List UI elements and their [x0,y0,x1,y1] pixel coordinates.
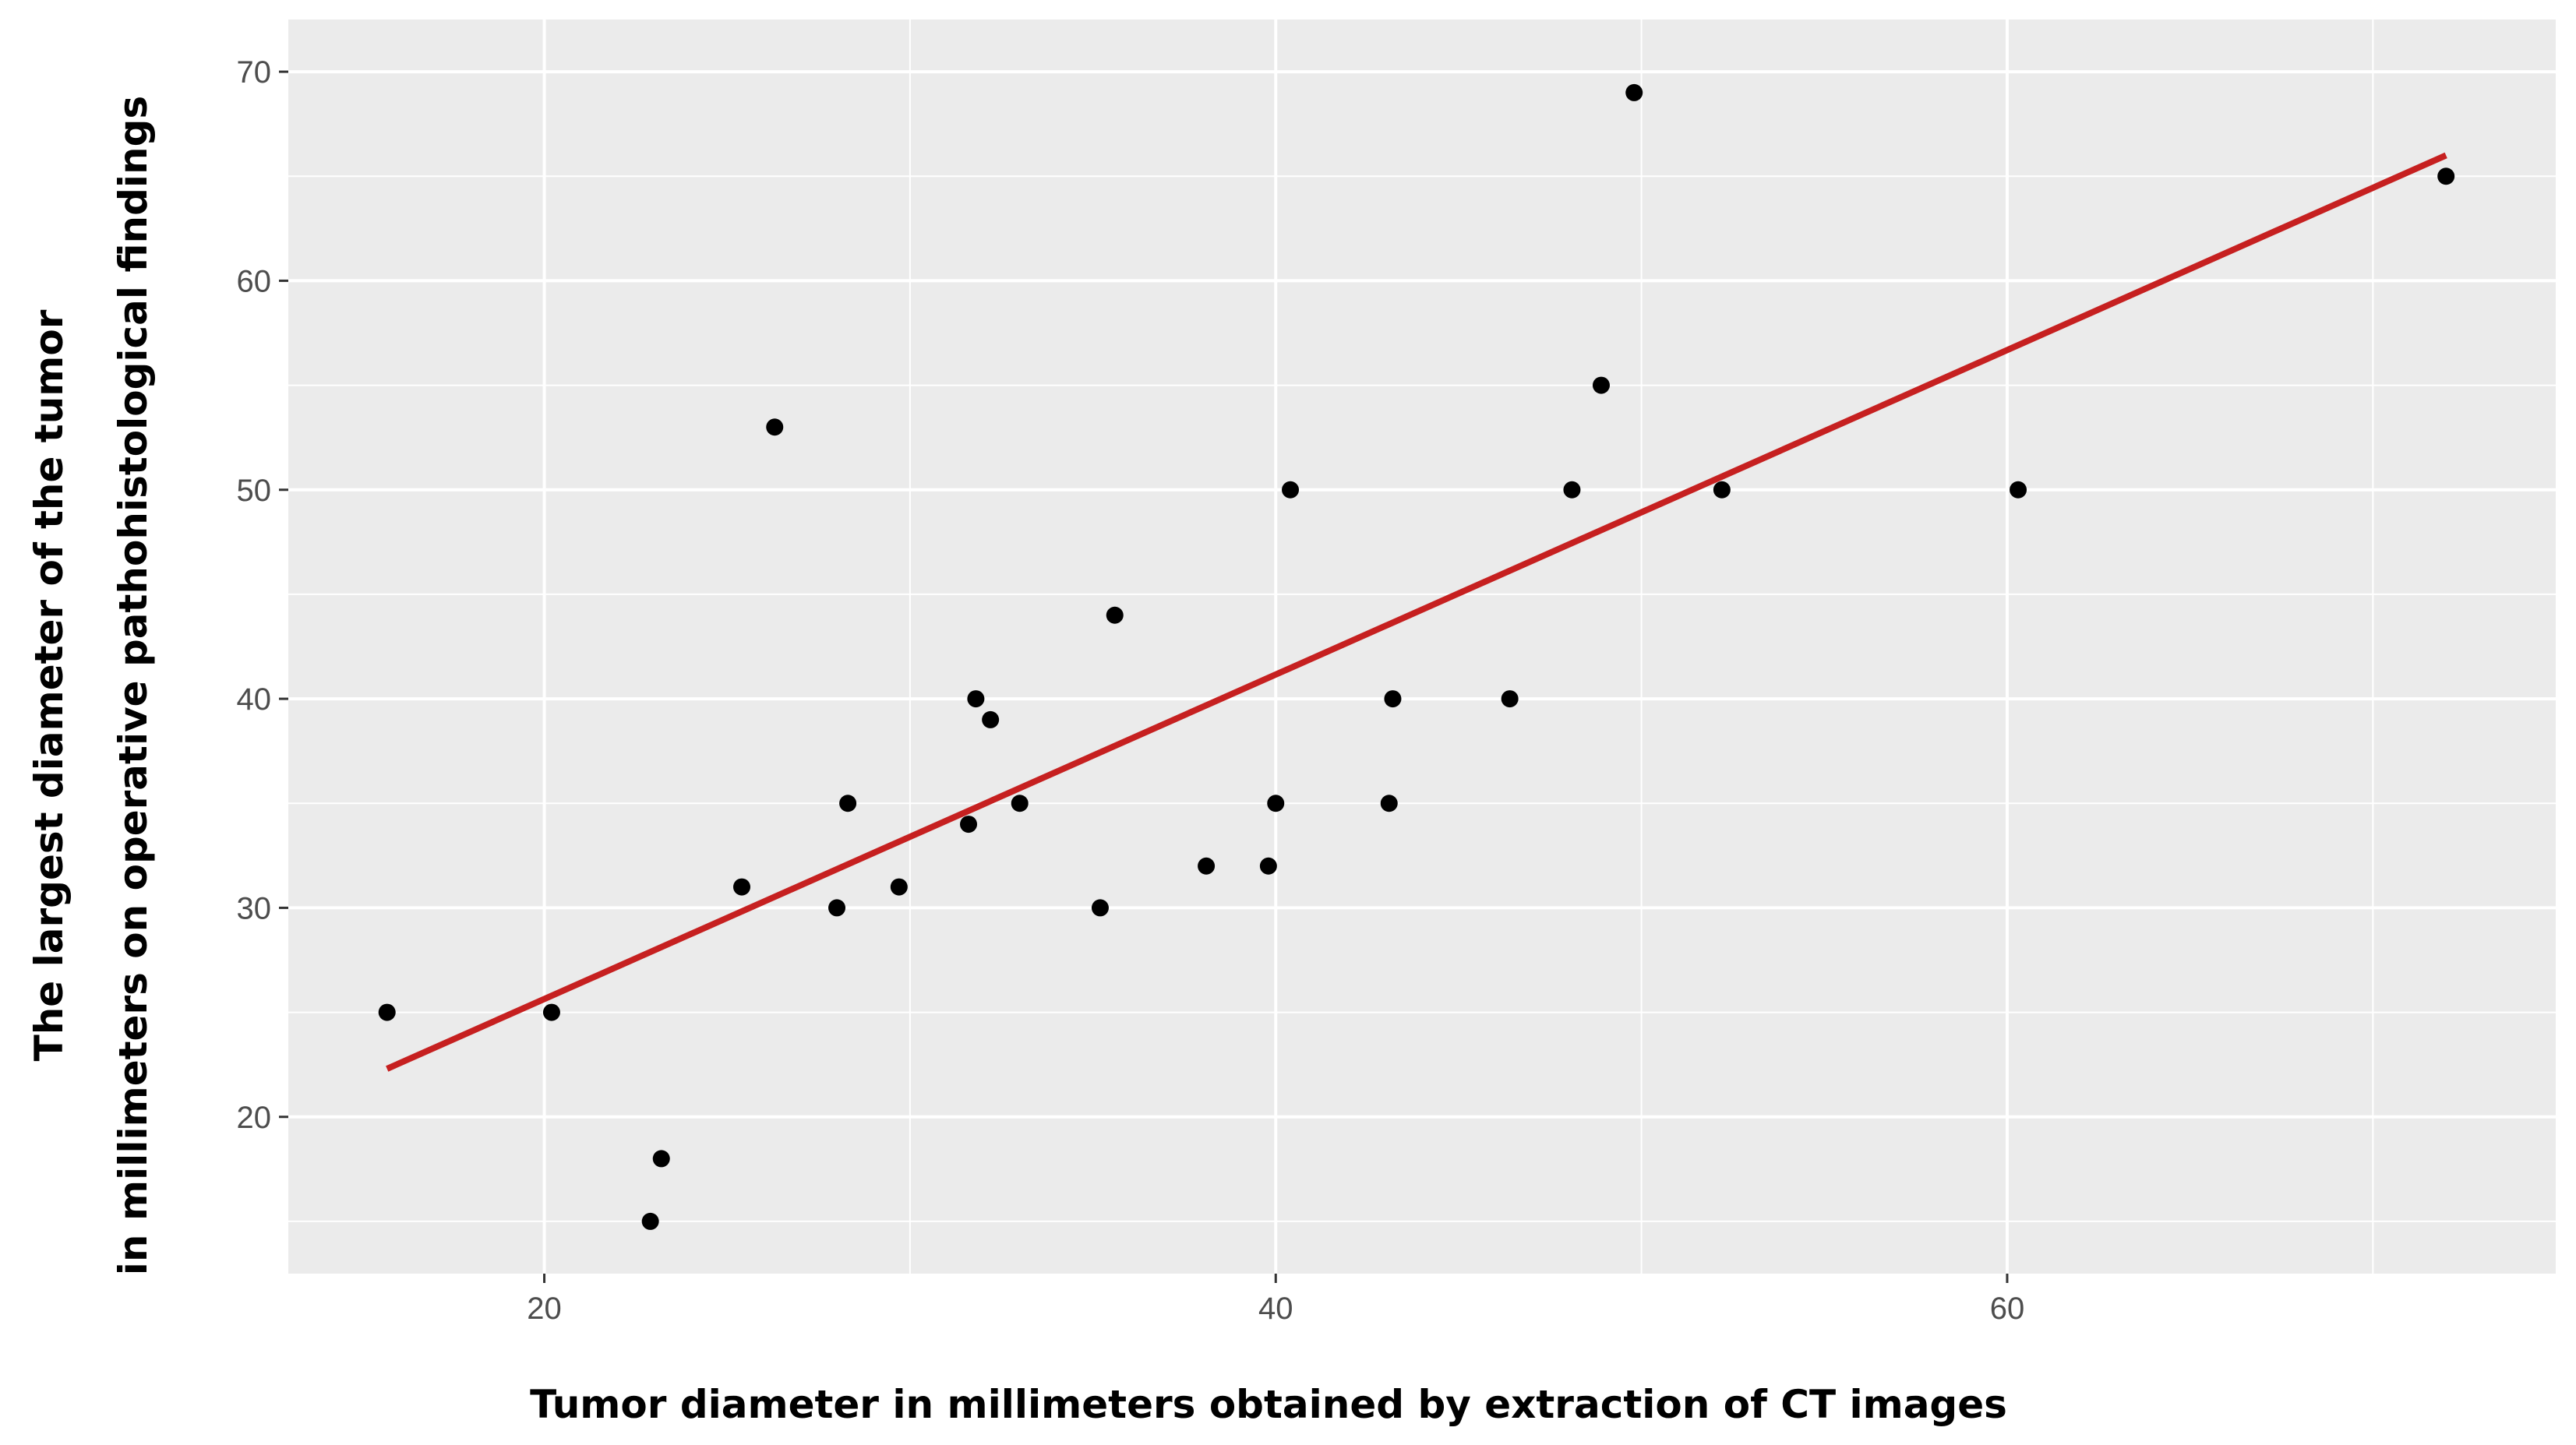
data-point [1267,795,1285,812]
data-point [766,418,784,436]
data-point [1282,481,1300,499]
data-point [542,1003,560,1021]
plot-panel [288,19,2556,1274]
y-axis-ticks: 20 30 40 50 60 70 [237,55,288,1135]
data-point [1563,481,1581,499]
data-point [982,710,1000,728]
data-point [1198,857,1216,875]
fit-line-layer [386,152,2447,1072]
minor-grid [288,19,2556,1274]
x-tick-label: 20 [527,1292,562,1326]
major-grid [288,19,2556,1274]
data-point [1259,857,1277,875]
data-point [1380,795,1398,812]
y-tick-label: 40 [237,682,272,717]
y-tick-label: 70 [237,55,272,90]
x-axis-ticks: 20 40 60 [527,1274,2024,1326]
points-layer [378,83,2455,1230]
y-tick-label: 60 [237,264,272,298]
y-axis-title-line-1: The largest diameter of the tumor [26,309,72,1061]
data-point [652,1150,670,1168]
data-point [1713,481,1731,499]
x-tick-label: 40 [1258,1292,1293,1326]
data-point [1384,690,1402,708]
data-point [2437,167,2455,185]
x-axis-title: Tumor diameter in millimeters obtained b… [530,1382,2007,1427]
regression-line [386,152,2447,1072]
y-tick-label: 30 [237,891,272,925]
y-axis-title-line-2: in millimeters on operative pathohistolo… [111,96,156,1275]
data-point [1501,690,1519,708]
data-point [1625,83,1643,101]
data-point [733,878,750,896]
data-point [1011,795,1029,812]
data-point [828,899,846,917]
data-point [378,1003,396,1021]
data-point [839,795,857,812]
data-point [967,690,985,708]
y-tick-label: 20 [237,1101,272,1135]
data-point [890,878,908,896]
data-point [641,1212,659,1230]
x-tick-label: 60 [1990,1292,2025,1326]
data-point [1592,376,1610,394]
data-point [1091,899,1109,917]
data-point [1106,606,1124,624]
data-point [960,816,977,834]
data-point [2010,481,2027,499]
y-tick-label: 50 [237,474,272,508]
